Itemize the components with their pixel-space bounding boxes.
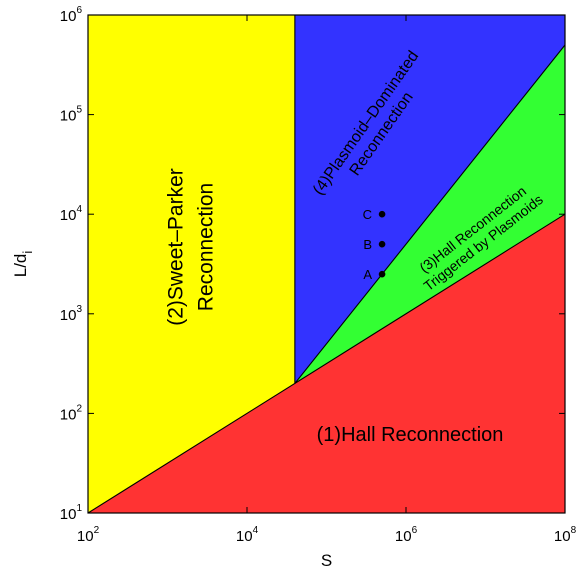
tick-exponent: 2 [94, 525, 100, 536]
boundary-line-1 [87, 213, 566, 514]
boundary-line-3 [294, 44, 566, 384]
tick-exponent: 6 [76, 5, 82, 16]
region-label-line: (1)Hall Reconnection [317, 424, 504, 446]
y-tick-label: 101 [60, 503, 83, 523]
y-tick-label: 104 [60, 204, 83, 224]
boundaries-layer [87, 15, 566, 514]
tick-exponent: 4 [76, 204, 82, 215]
region-label-sweet-parker: (2)Sweet–Parker Reconnection [164, 168, 217, 326]
point-c [378, 210, 386, 218]
y-axis-label-main: L/d [11, 254, 30, 278]
point-b [378, 240, 386, 248]
y-axis-label: L/di [11, 251, 35, 278]
tick-exponent: 5 [76, 105, 82, 116]
plot-frame [87, 14, 566, 514]
tick-base: 10 [554, 528, 571, 545]
point-label-b: B [363, 237, 372, 252]
tick-base: 10 [60, 406, 77, 423]
points-layer: ABC [363, 207, 386, 282]
region-sweet-parker [88, 15, 295, 513]
x-tick-label: 106 [395, 525, 418, 545]
tick-base: 10 [60, 506, 77, 523]
x-tick-label: 108 [554, 525, 577, 545]
y-tick-label: 102 [60, 403, 83, 423]
tick-base: 10 [60, 108, 77, 125]
tick-exponent: 4 [253, 525, 259, 536]
tick-exponent: 2 [76, 403, 82, 414]
region-label-line: (2)Sweet–Parker [164, 168, 187, 326]
tick-exponent: 6 [412, 525, 418, 536]
tick-base: 10 [395, 528, 412, 545]
tick-base: 10 [60, 8, 77, 25]
tick-base: 10 [236, 528, 253, 545]
tick-base: 10 [60, 307, 77, 324]
y-tick-label: 105 [60, 105, 83, 125]
y-tick-label: 106 [60, 5, 83, 25]
tick-exponent: 3 [76, 304, 82, 315]
point-label-a: A [363, 267, 372, 282]
x-axis-label: S [321, 551, 332, 570]
tick-base: 10 [60, 207, 77, 224]
tick-exponent: 8 [571, 525, 577, 536]
tick-exponent: 1 [76, 503, 82, 514]
tick-base: 10 [77, 528, 94, 545]
region-label-line: Reconnection [194, 183, 217, 311]
region-label-hall: (1)Hall Reconnection [317, 424, 504, 446]
x-tick-label: 102 [77, 525, 100, 545]
region-plasmoid-dominated [294, 15, 565, 384]
x-tick-label: 104 [236, 525, 259, 545]
point-label-c: C [363, 207, 372, 222]
point-a [378, 270, 386, 278]
y-axis-label-subscript: i [20, 251, 35, 254]
y-tick-label: 103 [60, 304, 83, 324]
